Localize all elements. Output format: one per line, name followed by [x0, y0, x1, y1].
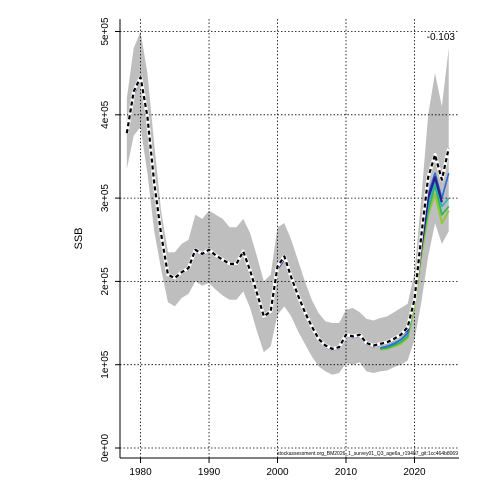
y-tick-label-0: 0e+00 [100, 434, 111, 463]
grid [120, 19, 459, 458]
y-tick-label-5: 5e+05 [100, 17, 111, 46]
x-tick-label-1990: 1990 [198, 467, 221, 478]
base-line [125, 77, 443, 351]
axes: 1980 1990 2000 2010 2020 0e+00 1e+05 2e+05 3e+05… [100, 17, 459, 478]
x-tick-label-1980: 1980 [129, 467, 152, 478]
x-tick-label-2020: 2020 [403, 467, 426, 478]
x-tick-label-2010: 2010 [335, 467, 358, 478]
confidence-band [126, 31, 449, 375]
y-tick-label-4: 4e+05 [100, 100, 111, 129]
series-lines [125, 75, 451, 351]
footnote: stockassessment.org_BM2026_1_survey01_Q3… [277, 451, 458, 457]
estimate-line [125, 76, 450, 350]
y-tick-label-1: 1e+05 [100, 350, 111, 379]
rho-annotation: -0.103 [427, 32, 456, 43]
y-axis-label: SSB [73, 227, 85, 249]
x-tick-label-2000: 2000 [266, 467, 289, 478]
y-tick-label-3: 3e+05 [100, 184, 111, 213]
y-tick-label-2: 2e+05 [100, 267, 111, 296]
confidence-band-area [126, 31, 449, 375]
